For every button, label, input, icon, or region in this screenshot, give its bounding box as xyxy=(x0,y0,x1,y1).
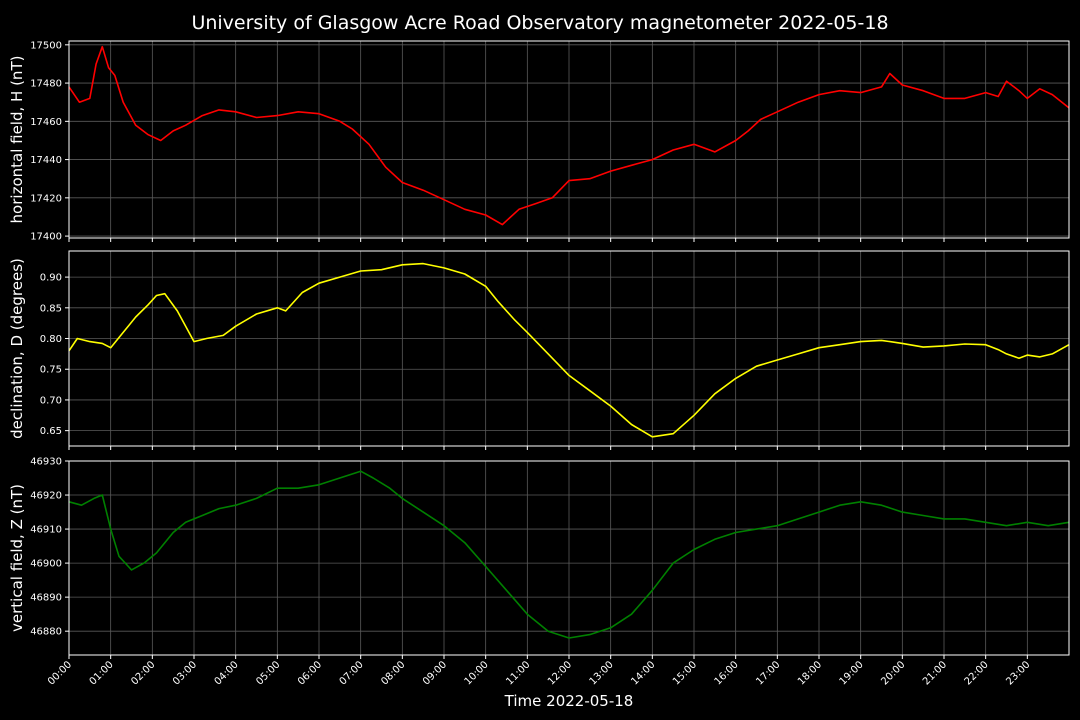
y-tick-label: 17480 xyxy=(30,79,62,90)
x-tick-label: 10:00 xyxy=(463,659,491,687)
y-tick-label: 17400 xyxy=(30,232,62,243)
x-tick-label: 11:00 xyxy=(504,659,532,687)
y-axis-label: declination, D (degrees) xyxy=(8,258,26,439)
chart-title: University of Glasgow Acre Road Observat… xyxy=(191,12,888,34)
x-tick-label: 00:00 xyxy=(46,659,74,687)
series-line xyxy=(68,470,1070,639)
x-tick-labels: 00:00 01:00 02:00 03:00 04:00 05:00 06:00 07:00… xyxy=(46,659,1032,687)
x-axis-label: Time 2022-05-18 xyxy=(504,692,634,710)
y-tick-label: 46890 xyxy=(30,593,62,604)
x-tick-label: 09:00 xyxy=(421,659,449,687)
x-tick-label: 12:00 xyxy=(546,659,574,687)
x-tick-label: 06:00 xyxy=(296,659,324,687)
y-tick-label: 0.85 xyxy=(40,303,62,314)
plot-frame xyxy=(68,460,1070,656)
x-tick-label: 14:00 xyxy=(629,659,657,687)
y-axis-label: horizontal field, H (nT) xyxy=(8,56,26,224)
y-tick-label: 0.90 xyxy=(40,273,62,284)
x-tick-label: 19:00 xyxy=(838,659,866,687)
y-tick-label: 17460 xyxy=(30,117,62,128)
x-tick-label: 08:00 xyxy=(379,659,407,687)
y-tick-label: 17420 xyxy=(30,193,62,204)
panel-2: 0.65 0.70 0.75 0.80 0.85 0.90 declination, D (… xyxy=(8,250,1070,450)
y-tick-label: 46930 xyxy=(30,457,62,468)
y-tick-label: 46880 xyxy=(30,627,62,638)
x-tick-label: 01:00 xyxy=(88,659,116,687)
y-tick-label: 17440 xyxy=(30,155,62,166)
x-tick-label: 13:00 xyxy=(588,659,616,687)
y-tick-label: 0.80 xyxy=(40,334,62,345)
x-tick-label: 03:00 xyxy=(171,659,199,687)
x-tick-label: 21:00 xyxy=(921,659,949,687)
y-tick-label: 0.75 xyxy=(40,365,62,376)
y-tick-label: 17500 xyxy=(30,40,62,51)
x-tick-label: 17:00 xyxy=(754,659,782,687)
series-line xyxy=(68,45,1070,226)
plot-frame xyxy=(68,40,1070,239)
x-tick-label: 16:00 xyxy=(713,659,741,687)
panel-1: 17400 17420 17440 17460 17480 17500 horizontal… xyxy=(8,40,1070,243)
x-tick-label: 20:00 xyxy=(879,659,907,687)
y-tick-label: 0.70 xyxy=(40,395,62,406)
y-axis-label: vertical field, Z (nT) xyxy=(8,484,26,632)
chart-panels: 17400 17420 17440 17460 17480 17500 horizontal… xyxy=(8,40,1070,688)
x-tick-label: 02:00 xyxy=(129,659,157,687)
x-tick-label: 22:00 xyxy=(963,659,991,687)
y-tick-label: 46920 xyxy=(30,491,62,502)
panel-3: 46880 46890 46900 46910 46920 46930 vertical f… xyxy=(8,457,1070,659)
x-tick-label: 15:00 xyxy=(671,659,699,687)
x-tick-label: 04:00 xyxy=(213,659,241,687)
x-tick-label: 07:00 xyxy=(338,659,366,687)
series-line xyxy=(68,262,1070,438)
y-tick-label: 0.65 xyxy=(40,426,62,437)
y-tick-label: 46910 xyxy=(30,525,62,536)
x-tick-label: 18:00 xyxy=(796,659,824,687)
x-tick-label: 05:00 xyxy=(254,659,282,687)
x-tick-label: 23:00 xyxy=(1004,659,1032,687)
y-tick-label: 46900 xyxy=(30,559,62,570)
plot-frame xyxy=(68,250,1070,447)
